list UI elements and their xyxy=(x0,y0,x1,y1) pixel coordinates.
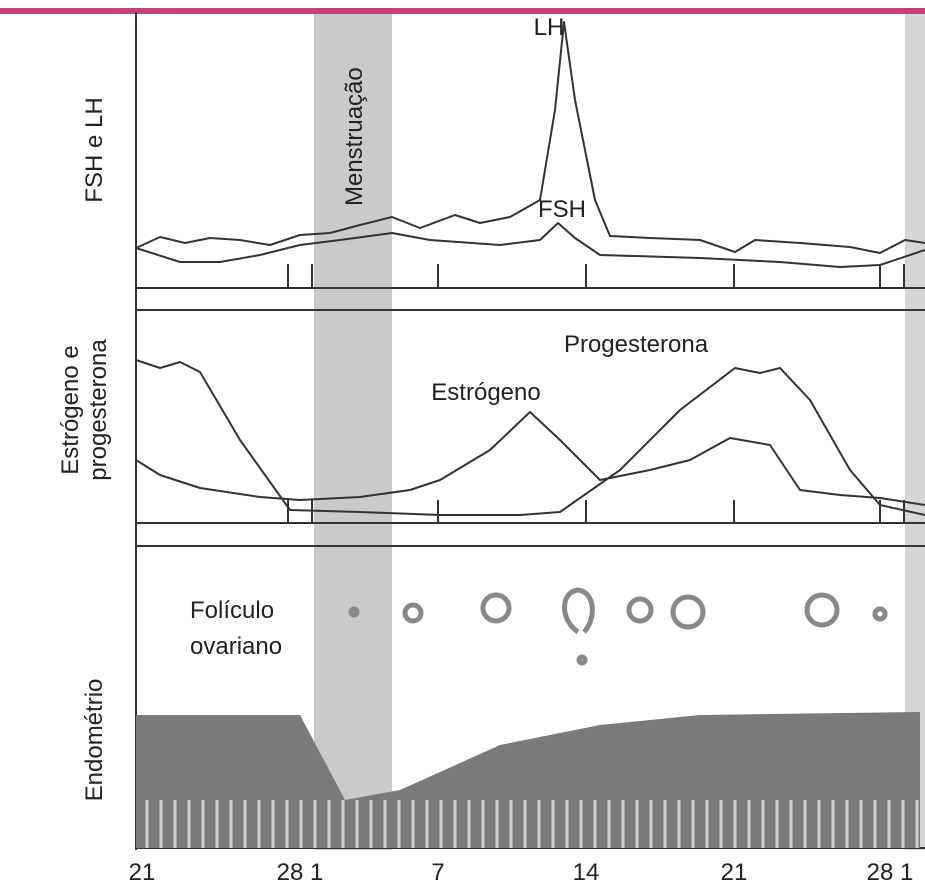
menstruation-band xyxy=(314,12,392,850)
x-label: 28 1 xyxy=(867,859,914,886)
panel2-label-2: progesterona xyxy=(85,339,112,481)
fsh-curve xyxy=(135,222,925,268)
fsh-label: FSH xyxy=(538,196,586,223)
estrogen-curve xyxy=(135,411,925,506)
x-label: 7 xyxy=(431,859,444,886)
band-label: Menstruação xyxy=(341,67,368,206)
estrogen-label: Estrógeno xyxy=(431,379,540,406)
follicle-label-1: Folículo xyxy=(190,597,274,624)
panel3-label: Endométrio xyxy=(81,679,108,802)
x-label: 21 xyxy=(721,859,748,886)
follicle-label-2: ovariano xyxy=(190,633,282,660)
day-ticks xyxy=(287,264,905,523)
follicles xyxy=(348,587,888,666)
progesterone-label: Progesterona xyxy=(564,331,709,358)
menstruation-band-next xyxy=(905,12,925,850)
x-label: 28 1 xyxy=(277,859,324,886)
lh-curve xyxy=(135,21,925,254)
panel2-label-1: Estrógeno e xyxy=(57,345,84,474)
lh-label: LH xyxy=(534,14,565,41)
x-label: 14 xyxy=(573,859,600,886)
progesterone-curve xyxy=(135,359,925,516)
x-label: 21 xyxy=(129,859,156,886)
panel1-label: FSH e LH xyxy=(81,97,108,202)
endometrium xyxy=(136,712,920,848)
